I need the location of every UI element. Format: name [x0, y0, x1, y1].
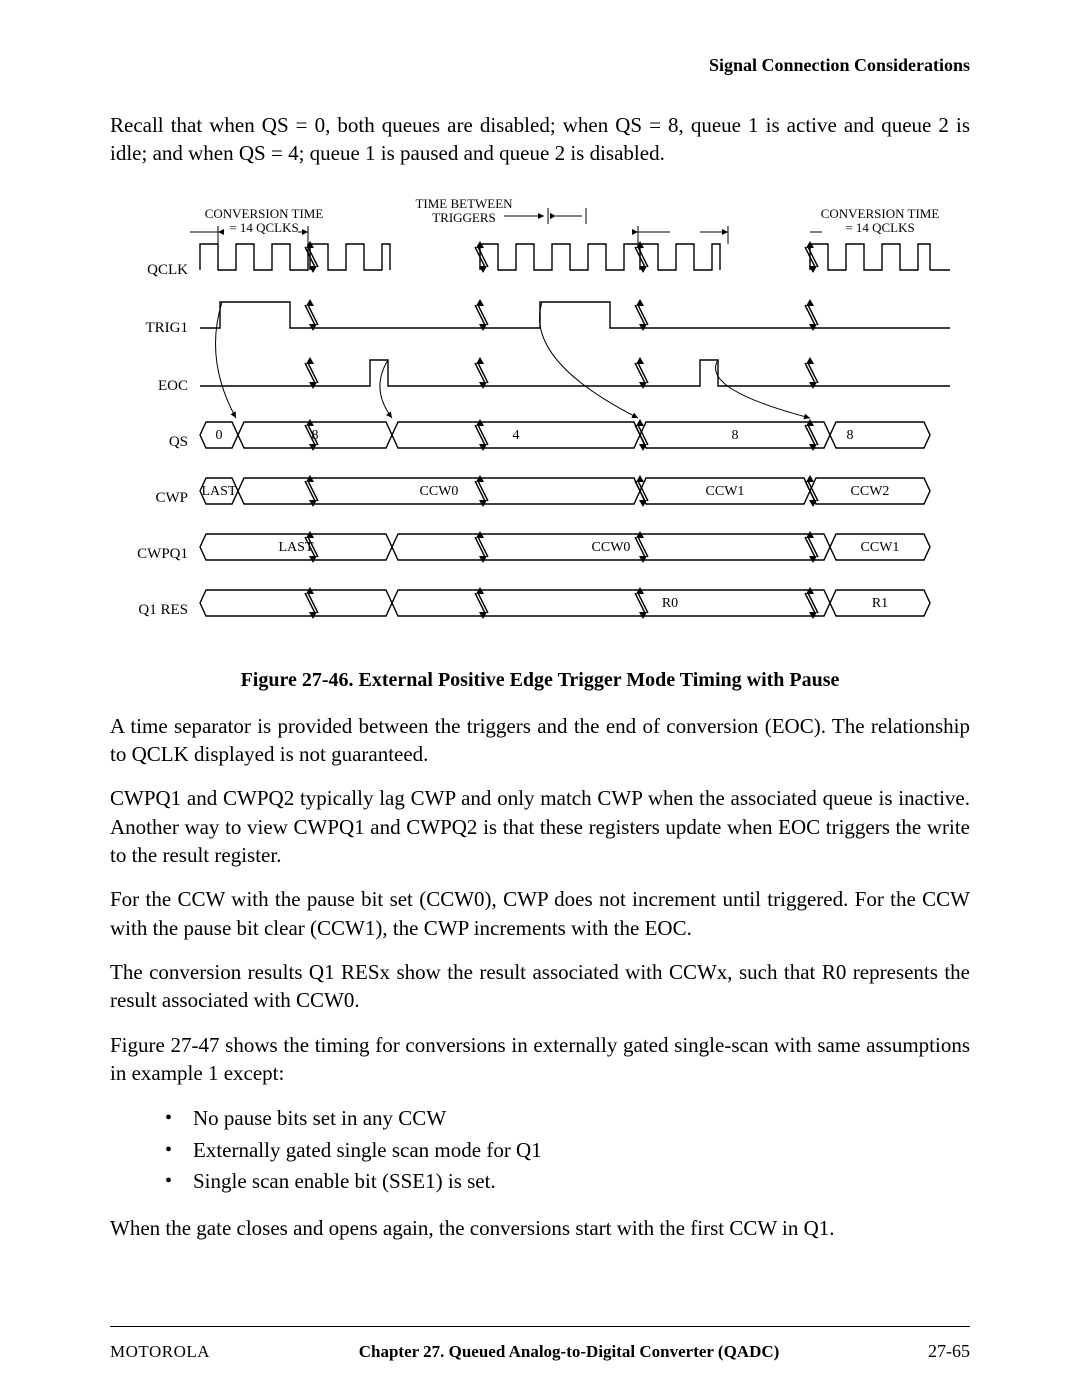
svg-text:CCW0: CCW0 — [420, 484, 459, 499]
svg-text:QS: QS — [169, 434, 188, 450]
svg-text:R0: R0 — [662, 596, 678, 611]
figure-caption: Figure 27-46. External Positive Edge Tri… — [110, 669, 970, 692]
bullet-1: No pause bits set in any CCW — [165, 1103, 970, 1135]
para-3: CWPQ1 and CWPQ2 typically lag CWP and on… — [110, 784, 970, 869]
page-footer: MOTOROLA Chapter 27. Queued Analog-to-Di… — [110, 1341, 970, 1362]
svg-text:8: 8 — [847, 428, 854, 443]
svg-text:CWPQ1: CWPQ1 — [137, 546, 188, 562]
para-7: When the gate closes and opens again, th… — [110, 1214, 970, 1242]
svg-text:8: 8 — [732, 428, 739, 443]
svg-text:= 14 QCLKS: = 14 QCLKS — [229, 220, 298, 235]
svg-text:LAST: LAST — [202, 484, 237, 499]
svg-text:0: 0 — [216, 428, 223, 443]
bullet-2: Externally gated single scan mode for Q1 — [165, 1135, 970, 1167]
svg-text:CCW1: CCW1 — [706, 484, 745, 499]
para-intro: Recall that when QS = 0, both queues are… — [110, 111, 970, 168]
bullet-3: Single scan enable bit (SSE1) is set. — [165, 1166, 970, 1198]
svg-text:4: 4 — [513, 428, 520, 443]
para-6: Figure 27-47 shows the timing for conver… — [110, 1031, 970, 1088]
footer-rule — [110, 1326, 970, 1327]
para-5: The conversion results Q1 RESx show the … — [110, 958, 970, 1015]
svg-text:TRIG1: TRIG1 — [146, 320, 189, 336]
svg-text:EOC: EOC — [158, 378, 188, 394]
svg-text:CCW1: CCW1 — [861, 540, 900, 555]
para-2: A time separator is provided between the… — [110, 712, 970, 769]
figure-27-46: QCLKTRIG1EOCQSCWPCWPQ1Q1 RES08488LASTCCW… — [110, 198, 970, 692]
footer-brand: MOTOROLA — [110, 1342, 210, 1362]
svg-text:QCLK: QCLK — [147, 262, 188, 278]
svg-text:CONVERSION TIME: CONVERSION TIME — [205, 206, 324, 221]
svg-text:R1: R1 — [872, 596, 888, 611]
bullet-list: No pause bits set in any CCW Externally … — [165, 1103, 970, 1198]
svg-text:Q1 RES: Q1 RES — [138, 602, 188, 618]
svg-text:LAST: LAST — [279, 540, 314, 555]
svg-text:CWP: CWP — [155, 490, 188, 506]
svg-text:TRIGGERS: TRIGGERS — [432, 210, 496, 225]
para-4: For the CCW with the pause bit set (CCW0… — [110, 885, 970, 942]
page-header: Signal Connection Considerations — [110, 55, 970, 76]
timing-diagram: QCLKTRIG1EOCQSCWPCWPQ1Q1 RES08488LASTCCW… — [110, 198, 970, 658]
footer-chapter: Chapter 27. Queued Analog-to-Digital Con… — [359, 1342, 780, 1362]
svg-text:CONVERSION TIME: CONVERSION TIME — [821, 206, 940, 221]
footer-page: 27-65 — [928, 1341, 970, 1362]
svg-text:CCW0: CCW0 — [592, 540, 631, 555]
svg-text:= 14 QCLKS: = 14 QCLKS — [845, 220, 914, 235]
svg-text:CCW2: CCW2 — [851, 484, 890, 499]
